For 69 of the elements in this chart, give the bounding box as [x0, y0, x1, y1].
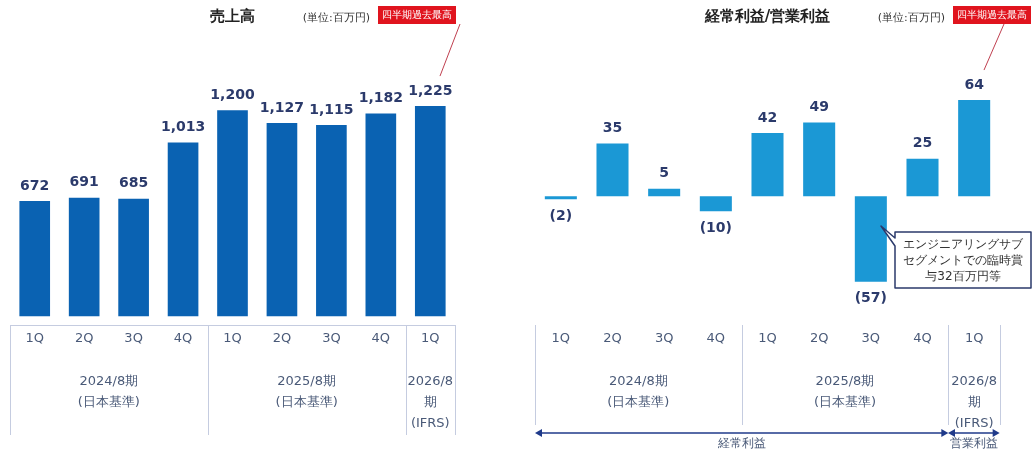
x-tick-label: 4Q [706, 329, 726, 345]
x-tick-label: 1Q [421, 329, 440, 345]
bar [68, 197, 100, 317]
bar [217, 110, 248, 317]
data-label: 1,127 [259, 98, 305, 115]
data-label: (57) [854, 289, 887, 306]
data-label: 1,182 [358, 89, 403, 106]
bar [958, 100, 991, 197]
x-tick-label: 1Q [964, 329, 984, 345]
data-label: 672 [20, 176, 50, 193]
bar [699, 196, 732, 212]
chart-title: 経常利益/営業利益 [703, 6, 831, 25]
bar [266, 122, 298, 317]
data-label: 685 [118, 174, 149, 191]
text: (単位:百万円) [877, 10, 945, 25]
bar [365, 113, 397, 317]
x-tick-label: 2Q [603, 329, 622, 345]
x-tick-label: 1Q [25, 329, 44, 345]
bar [316, 124, 347, 317]
text: 営業利益 [949, 436, 1000, 451]
x-tick-label: 2Q [272, 329, 292, 345]
bar [118, 198, 149, 317]
text: 経常利益 [716, 436, 767, 451]
data-label: 1,115 [309, 100, 354, 117]
data-label: 1,013 [160, 118, 206, 135]
text: 2026/8 期 (IFRS) [950, 372, 999, 432]
bar [167, 142, 199, 317]
data-label: (2) [549, 206, 573, 223]
text: 四半期過去最高 [953, 6, 1031, 24]
x-tick-label: 3Q [124, 329, 143, 345]
data-label: 49 [809, 98, 829, 115]
data-label: (10) [699, 218, 732, 235]
x-tick-label: 1Q [551, 329, 571, 345]
x-tick-label: 2Q [74, 329, 94, 345]
text: 2024/8期 (日本基準) [76, 372, 141, 411]
chart-title: 売上高 [210, 6, 255, 25]
x-tick-label: 1Q [758, 329, 777, 345]
x-tick-label: 4Q [371, 329, 391, 345]
bar [906, 158, 939, 197]
data-label: 64 [964, 75, 985, 92]
bar [19, 201, 51, 317]
annotation: エンジニアリングサブセグメントでの臨時賞与32百万円等 [902, 236, 1024, 284]
text: 2025/8期 (日本基準) [274, 372, 339, 411]
x-tick-label: 2Q [809, 329, 829, 345]
text: (単位:百万円) [302, 10, 370, 25]
bar [414, 106, 446, 317]
x-tick-label: 3Q [654, 329, 674, 345]
bar [803, 122, 836, 197]
data-label: 1,225 [408, 81, 453, 98]
bar [751, 133, 784, 197]
data-label: 1,200 [210, 85, 255, 102]
x-tick-label: 4Q [173, 329, 193, 345]
x-tick-label: 3Q [861, 329, 881, 345]
bar [544, 196, 577, 200]
x-tick-label: 1Q [223, 329, 242, 345]
text: 四半期過去最高 [378, 6, 456, 24]
x-tick-label: 3Q [322, 329, 341, 345]
data-label: 25 [912, 134, 933, 151]
text: 2026/8 期 (IFRS) [406, 372, 455, 432]
data-label: 5 [659, 164, 670, 181]
text: 2025/8期 (日本基準) [812, 372, 878, 411]
data-label: 691 [69, 173, 99, 190]
data-label: 42 [757, 108, 778, 125]
x-tick-label: 4Q [913, 329, 932, 345]
data-label: 35 [602, 119, 623, 136]
text: 2024/8期 (日本基準) [606, 372, 671, 411]
bar [854, 196, 887, 282]
bar [648, 188, 681, 197]
bar [596, 143, 629, 197]
